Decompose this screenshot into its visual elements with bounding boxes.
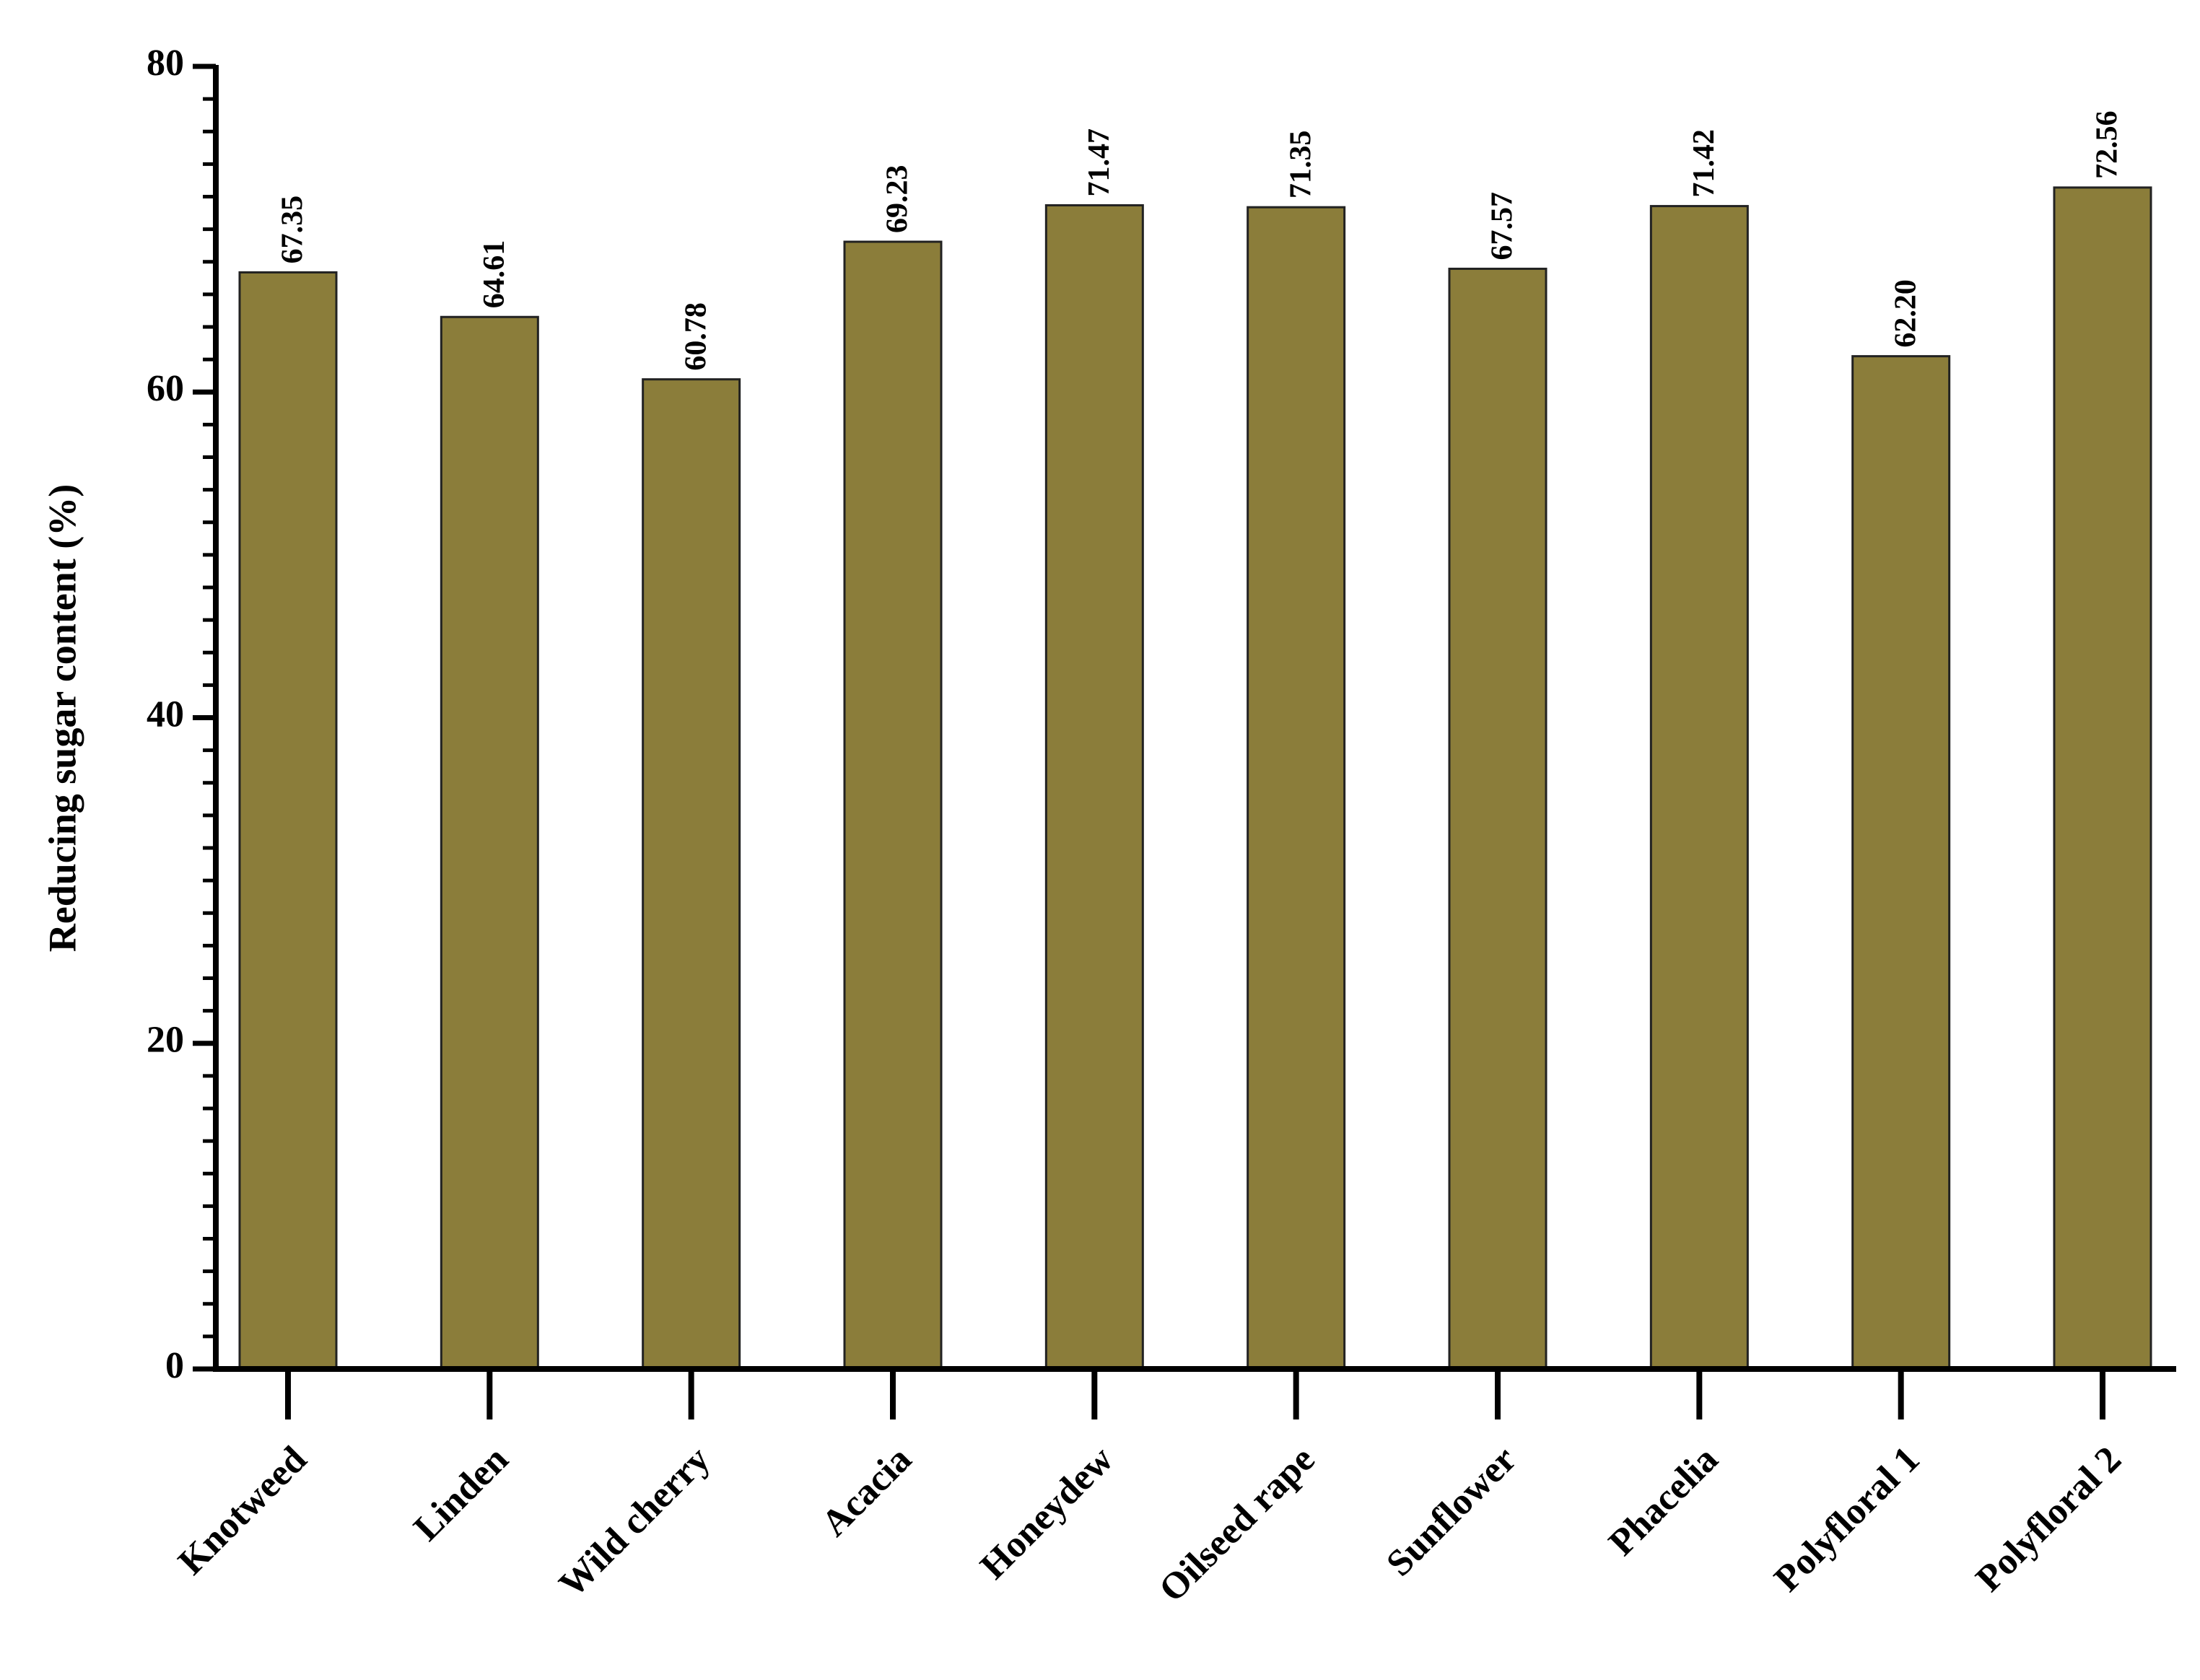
bar bbox=[1448, 267, 1548, 1370]
bar bbox=[2053, 186, 2152, 1370]
value-label: 72.56 bbox=[2091, 110, 2124, 179]
x-tick-label: Phacelia bbox=[1601, 1439, 1726, 1564]
value-label: 71.42 bbox=[1688, 129, 1721, 198]
y-tick-label: 20 bbox=[147, 1020, 184, 1061]
x-tick-label: Linden bbox=[406, 1439, 517, 1549]
x-tick-label: Polyfloral 1 bbox=[1766, 1439, 1927, 1600]
value-label: 62.20 bbox=[1889, 279, 1922, 348]
x-tick-label: Oilseed rape bbox=[1151, 1439, 1322, 1610]
value-label: 67.57 bbox=[1486, 192, 1519, 261]
value-label: 71.47 bbox=[1083, 128, 1116, 197]
bar bbox=[1247, 206, 1346, 1370]
bar bbox=[642, 378, 741, 1370]
y-tick-label: 0 bbox=[165, 1345, 184, 1386]
x-tick-label: Sunflower bbox=[1379, 1439, 1524, 1585]
bar bbox=[843, 240, 943, 1370]
x-tick-label: Polyfloral 2 bbox=[1968, 1439, 2129, 1600]
y-tick-label: 40 bbox=[147, 694, 184, 735]
value-label: 67.35 bbox=[276, 196, 310, 264]
value-label: 71.35 bbox=[1284, 131, 1317, 199]
bar bbox=[1044, 204, 1144, 1370]
x-tick-label: Honeydew bbox=[972, 1438, 1121, 1587]
y-axis-title: Reducing sugar content (%) bbox=[40, 484, 84, 953]
x-tick-label: Wild cherry bbox=[551, 1439, 718, 1606]
value-label: 64.61 bbox=[478, 240, 511, 309]
value-label: 60.78 bbox=[679, 302, 712, 371]
bar bbox=[440, 315, 539, 1370]
x-tick-label: Knotweed bbox=[170, 1439, 315, 1583]
bar bbox=[1851, 355, 1951, 1370]
value-label: 69.23 bbox=[881, 165, 915, 233]
bar bbox=[1649, 205, 1749, 1370]
y-tick-label: 60 bbox=[147, 368, 184, 409]
x-tick-label: Acacia bbox=[813, 1439, 919, 1544]
bar bbox=[238, 271, 338, 1370]
y-tick-label: 80 bbox=[147, 43, 184, 84]
